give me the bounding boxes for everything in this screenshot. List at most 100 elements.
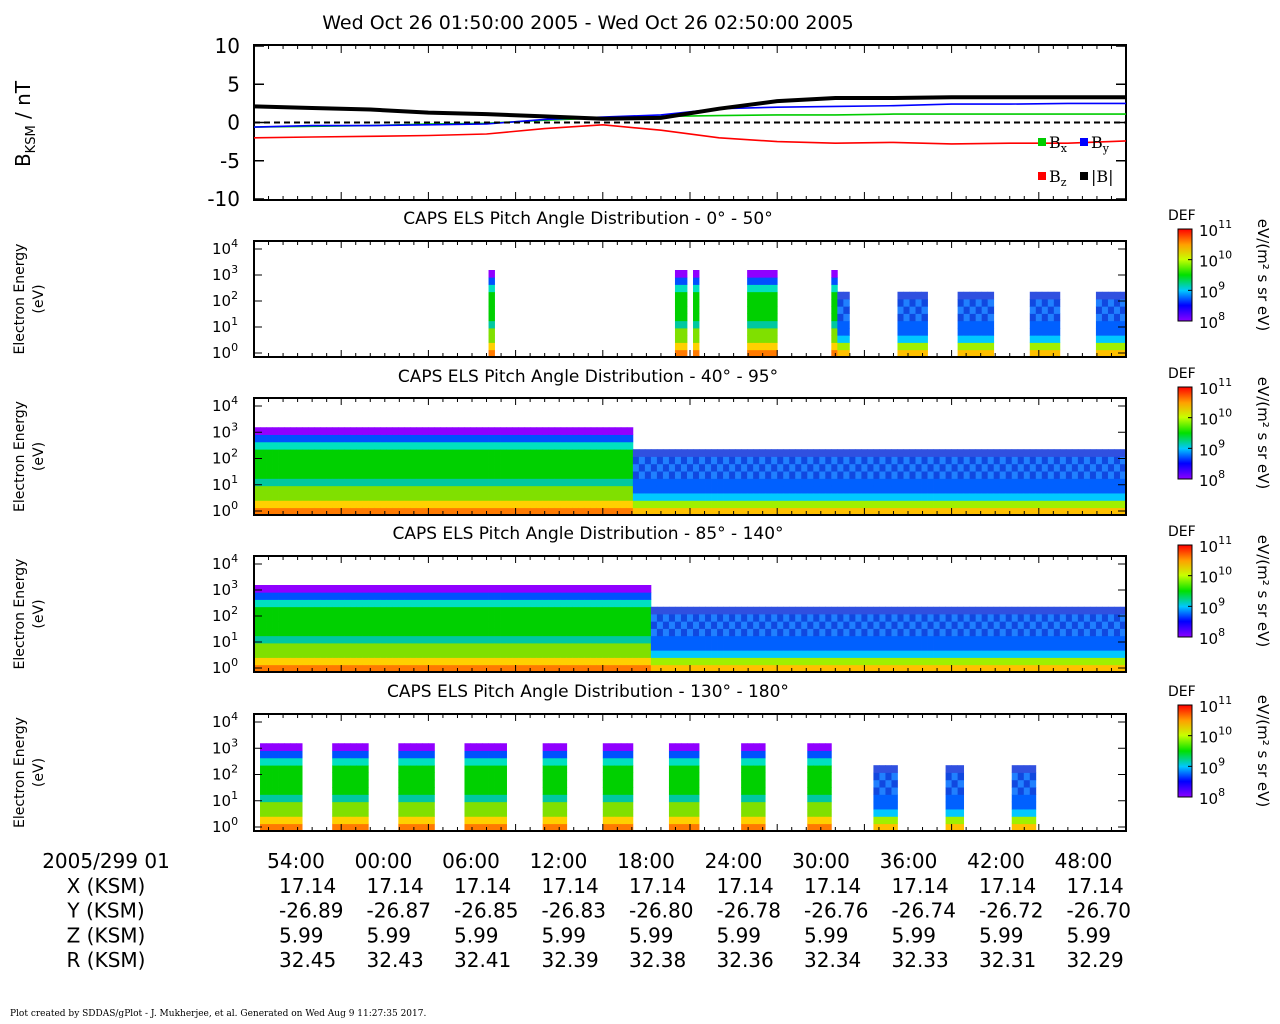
colorbar bbox=[1177, 228, 1193, 322]
spectrogram-cell bbox=[987, 635, 995, 644]
spectrogram-cell bbox=[915, 493, 922, 501]
spectrogram-cell bbox=[308, 507, 315, 516]
spectrogram-cell bbox=[584, 643, 592, 651]
spectrogram-cell bbox=[747, 320, 754, 329]
spectrogram-cell bbox=[614, 493, 622, 501]
energy-tick-label: 102 bbox=[212, 604, 238, 625]
spectrogram-cell bbox=[506, 427, 513, 435]
spectrogram-cell bbox=[464, 478, 471, 487]
spectrogram-cell bbox=[524, 599, 532, 608]
spectrogram-cell bbox=[392, 585, 399, 593]
ephemeris-value: -26.89 bbox=[279, 899, 343, 923]
spectrogram-cell bbox=[951, 606, 959, 615]
spectrogram-cell bbox=[1053, 500, 1061, 509]
spectrogram-cell bbox=[410, 592, 417, 600]
series-line-B bbox=[253, 95, 1126, 121]
spectrogram-cell bbox=[488, 507, 495, 516]
spectrogram-cell bbox=[981, 643, 989, 651]
spectrogram-cell bbox=[476, 657, 483, 666]
spectrogram-cell bbox=[909, 650, 916, 658]
spectrogram-cell bbox=[614, 779, 622, 788]
spectrogram-cell bbox=[747, 614, 754, 622]
spectrogram-cell bbox=[963, 463, 971, 472]
spectrogram-cell bbox=[957, 471, 965, 479]
spectrogram-cell bbox=[735, 606, 742, 615]
spectrogram-cell bbox=[518, 427, 526, 435]
spectrogram-cell bbox=[584, 441, 592, 450]
spectrogram-cell bbox=[783, 621, 790, 629]
spectrogram-cell bbox=[410, 750, 417, 759]
spectrogram-cell bbox=[284, 485, 291, 494]
spectrogram-cell bbox=[909, 299, 916, 307]
spectrogram-cell bbox=[488, 664, 495, 673]
spectrogram-cell bbox=[759, 816, 766, 825]
spectrogram-cell bbox=[482, 757, 489, 766]
spectrogram-cell bbox=[386, 599, 393, 608]
ephemeris-value: 5.99 bbox=[279, 923, 324, 947]
spectrogram-cell bbox=[560, 592, 568, 600]
spectrogram-cell bbox=[969, 306, 977, 314]
spectrogram-cell bbox=[368, 606, 375, 615]
spectrogram-cell bbox=[1113, 507, 1121, 516]
spectrogram-cell bbox=[1107, 328, 1115, 336]
spectrogram-cell bbox=[638, 493, 646, 501]
spectrogram-cell bbox=[765, 335, 772, 343]
spectrogram-cell bbox=[620, 471, 628, 479]
spectrogram-cell bbox=[596, 493, 604, 501]
spectrogram-cell bbox=[326, 463, 333, 472]
spectrogram-cell bbox=[542, 456, 550, 465]
spectrogram-cell bbox=[686, 635, 694, 644]
spectrogram-cell bbox=[620, 787, 628, 795]
spectrogram-cell bbox=[849, 650, 856, 658]
spectrogram-cell bbox=[843, 306, 850, 314]
spectrogram-cell bbox=[686, 787, 694, 795]
ephemeris-value: 17.14 bbox=[979, 874, 1036, 898]
spectrogram-cell bbox=[566, 628, 574, 637]
spectrogram-cell bbox=[897, 500, 904, 509]
spectrogram-cell bbox=[632, 643, 640, 651]
spectrogram-cell bbox=[542, 765, 550, 773]
spectrogram-cell bbox=[993, 621, 1001, 629]
spectrogram-cell bbox=[500, 441, 507, 450]
spectrogram-cell bbox=[386, 493, 393, 501]
spectrogram-cell bbox=[879, 635, 886, 644]
spectrogram-cell bbox=[626, 664, 634, 673]
spectrogram-cell bbox=[644, 493, 652, 501]
spectrogram-cell bbox=[530, 664, 538, 673]
spectrogram-cell bbox=[542, 478, 550, 487]
spectrogram-cell bbox=[885, 456, 892, 465]
spectrogram-cell bbox=[819, 823, 826, 832]
spectrogram-cell bbox=[392, 500, 399, 509]
spectrogram-cell bbox=[314, 507, 321, 516]
spectrogram-cell bbox=[855, 478, 862, 487]
spectrogram-cell bbox=[530, 500, 538, 509]
colorbar-tick-label: 108 bbox=[1199, 786, 1225, 808]
spectrogram-cell bbox=[380, 478, 387, 487]
spectrogram-cell bbox=[308, 664, 315, 673]
spectrogram-cell bbox=[638, 456, 646, 465]
spectrogram-cell bbox=[260, 635, 267, 644]
spectrogram-cell bbox=[422, 478, 429, 487]
spectrogram-cell bbox=[410, 794, 417, 803]
spectrogram-cell bbox=[680, 628, 688, 637]
spectrogram-cell bbox=[825, 449, 832, 457]
spectrogram-cell bbox=[626, 779, 634, 788]
spectrogram-cell bbox=[735, 478, 742, 487]
spectrogram-cell bbox=[482, 614, 489, 622]
spectrogram-cell bbox=[843, 328, 850, 336]
ephemeris-value: -26.74 bbox=[892, 899, 956, 923]
spectrogram-cell bbox=[963, 335, 971, 343]
spectrogram-cell bbox=[584, 592, 592, 600]
spectrogram-cell bbox=[909, 449, 916, 457]
spectrogram-cell bbox=[398, 779, 405, 788]
spectrogram-cell bbox=[536, 434, 544, 443]
spectrogram-cell bbox=[470, 456, 477, 465]
spectrogram-cell bbox=[801, 485, 808, 494]
spectrogram-cell bbox=[831, 471, 838, 479]
spectrogram-cell bbox=[945, 500, 952, 509]
spectrogram-cell bbox=[428, 743, 435, 751]
spectrogram-cell bbox=[476, 809, 483, 817]
spectrogram-cell bbox=[434, 585, 441, 593]
spectrogram-cell bbox=[680, 478, 688, 487]
spectrogram-cell bbox=[717, 471, 724, 479]
